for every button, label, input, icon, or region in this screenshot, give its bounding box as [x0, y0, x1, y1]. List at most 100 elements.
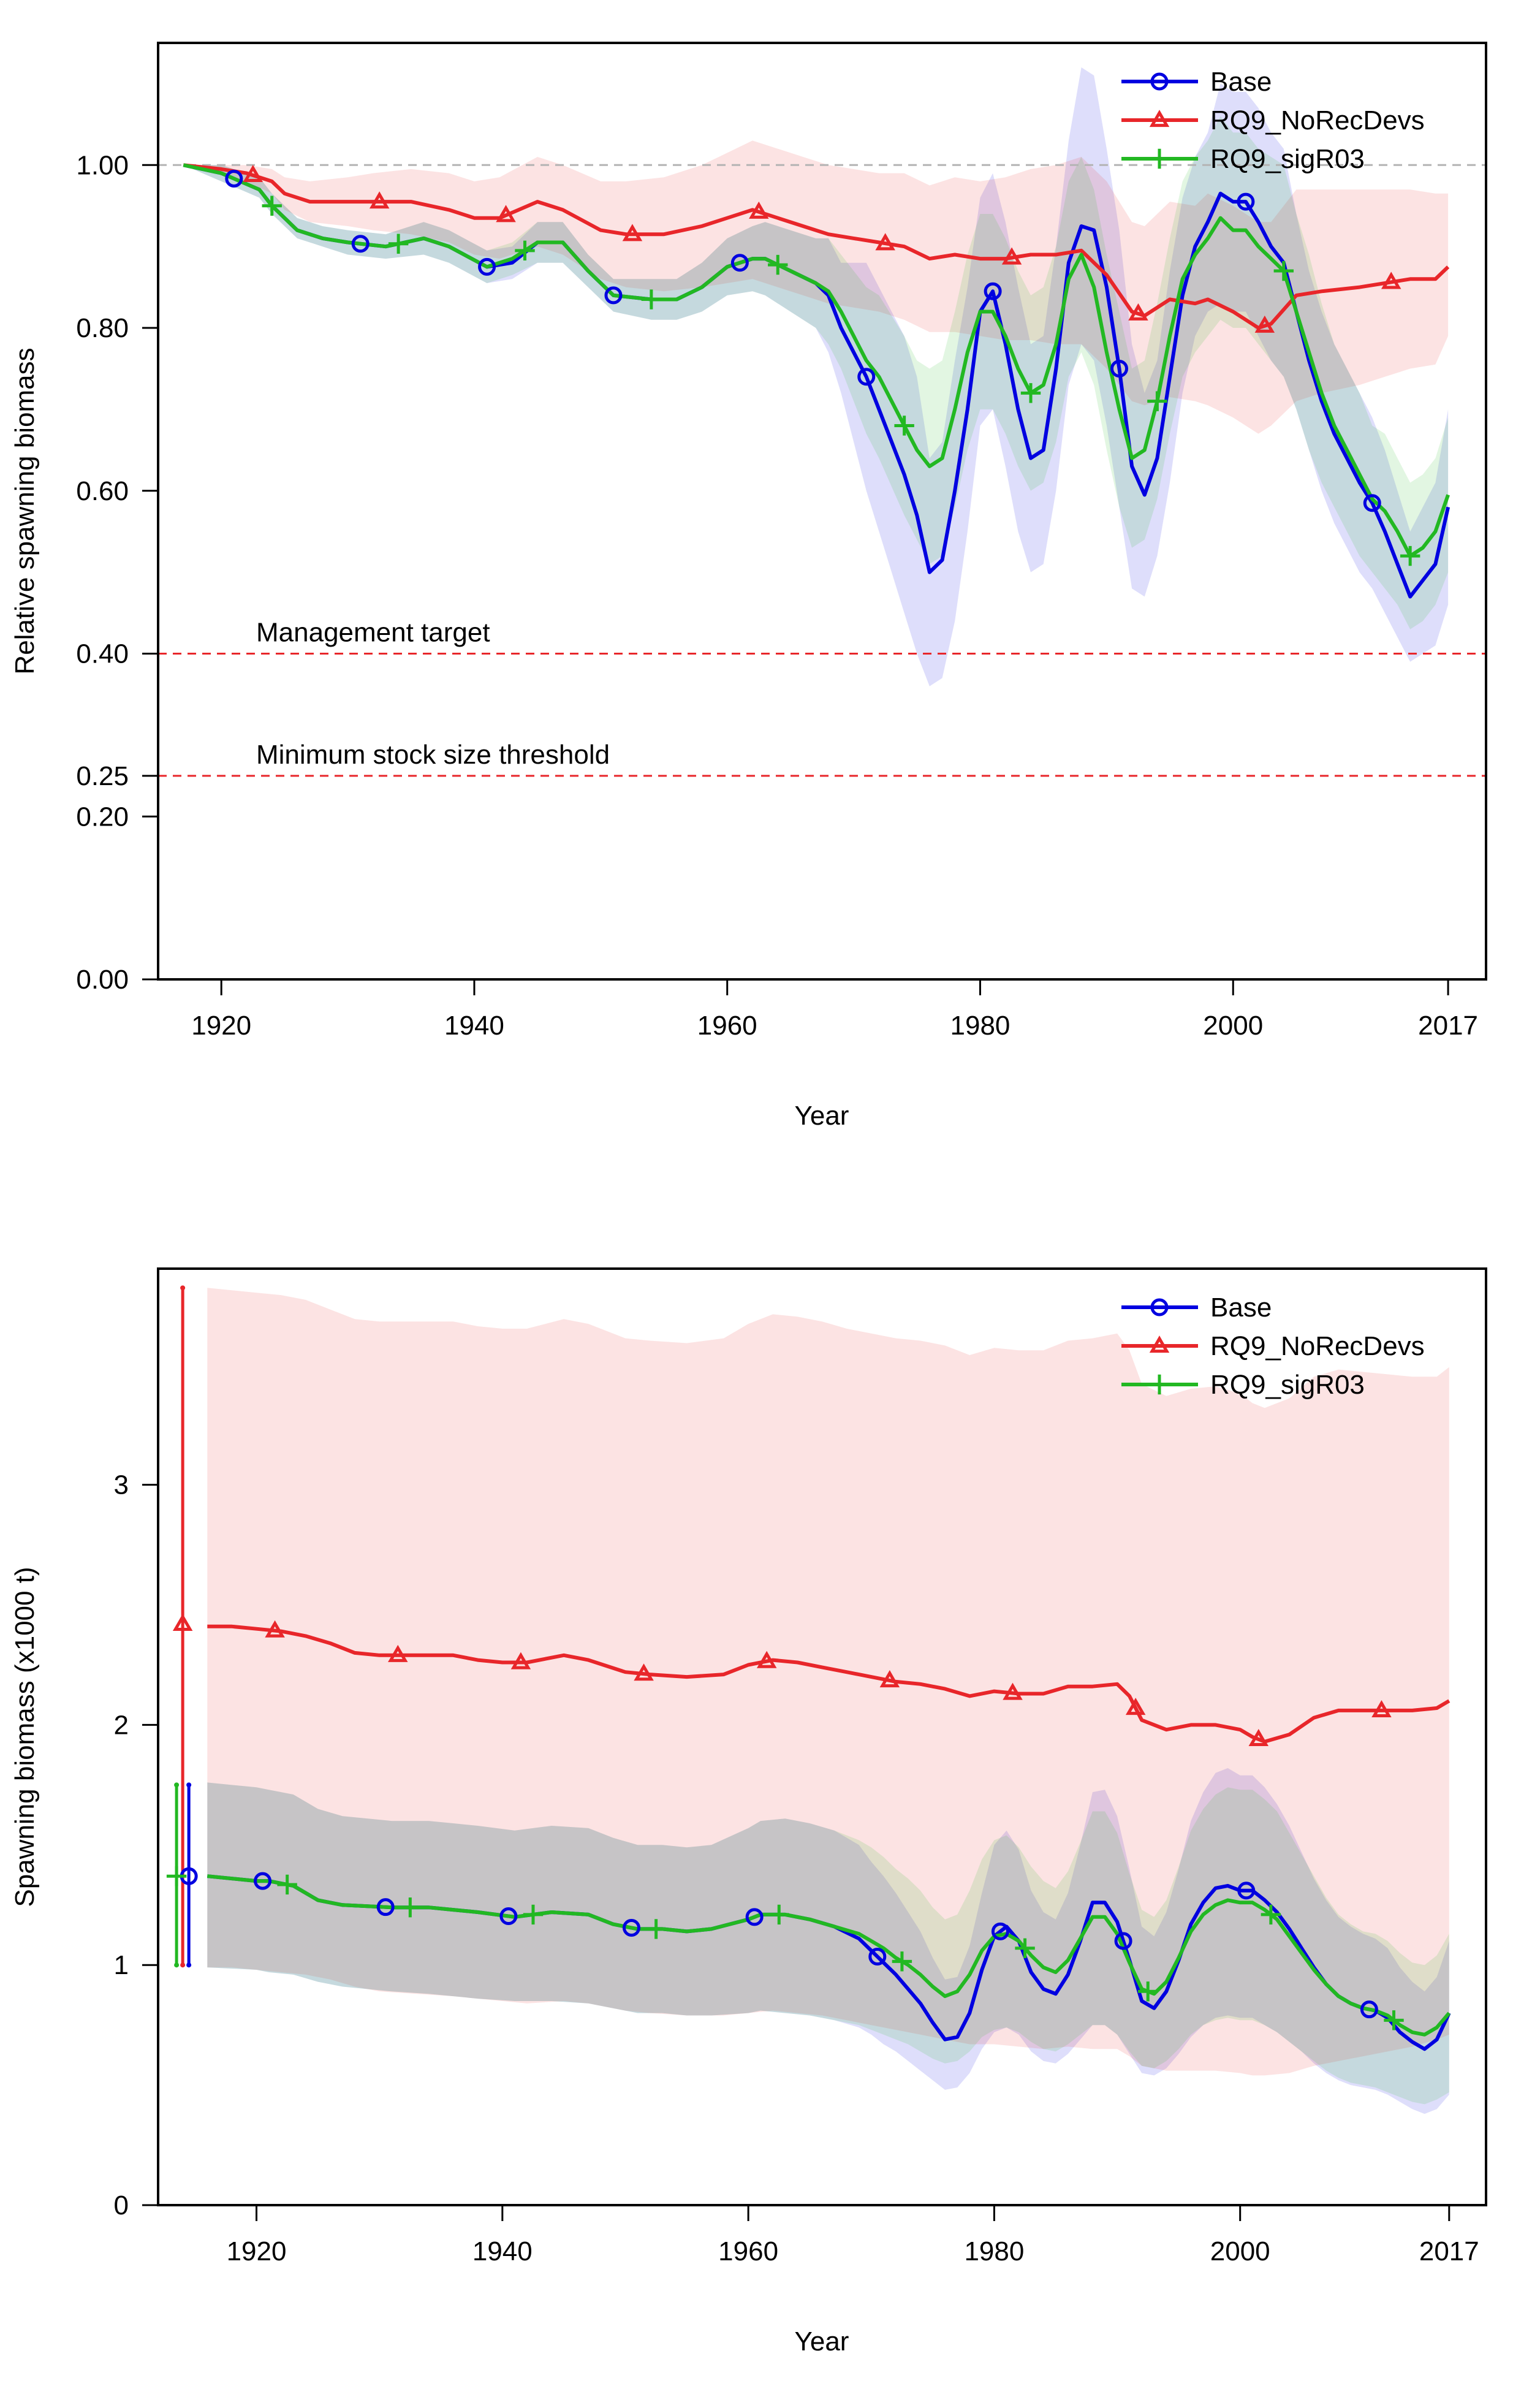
point-base — [868, 1947, 887, 1966]
legend-marker-rq9-norecdevs — [1149, 1335, 1170, 1353]
point-rq9-norecdevs — [1371, 1700, 1392, 1718]
point-base — [604, 286, 623, 305]
point-rq9-norecdevs — [634, 1663, 654, 1681]
band-rq9-norecdevs — [207, 1288, 1449, 2076]
x-tick-label-2000: 2000 — [1203, 1011, 1263, 1041]
legend-label-rq9-norecdevs: RQ9_NoRecDevs — [1210, 105, 1425, 135]
x-tick-label-1920: 1920 — [191, 1011, 251, 1041]
y-tick-label-0: 0 — [114, 2190, 129, 2220]
point-rq9-sigr03 — [523, 1904, 544, 1925]
point-rq9-norecdevs — [1128, 303, 1148, 321]
point-base — [1237, 1882, 1256, 1900]
band-base — [183, 67, 1449, 686]
point-rq9-sigr03 — [1400, 545, 1420, 566]
legend: Base RQ9_NoRecDevs RQ9_sigR03 — [1121, 67, 1425, 174]
point-rq9-sigr03 — [1273, 260, 1294, 281]
point-rq9-sigr03 — [1384, 2010, 1404, 2030]
y-tick-label-0-40: 0.40 — [76, 639, 129, 669]
virgin-errorbar-cap-rq9-norecdevs — [180, 1285, 186, 1291]
x-tick-label-2017: 2017 — [1419, 2236, 1479, 2266]
band-rq9-sigr03 — [207, 1782, 1449, 2105]
x-tick-label-1940: 1940 — [444, 1011, 504, 1041]
point-rq9-sigr03 — [388, 234, 409, 254]
point-rq9-norecdevs — [1254, 315, 1275, 333]
x-tick-label-1920: 1920 — [227, 2236, 287, 2266]
point-rq9-norecdevs — [243, 165, 264, 183]
series-line-rq9-sigr03 — [183, 163, 1450, 558]
point-rq9-norecdevs — [1001, 247, 1022, 265]
legend-marker-rq9-norecdevs — [1149, 110, 1170, 127]
legend-label-base: Base — [1210, 1293, 1272, 1323]
plot-frame — [157, 42, 1487, 981]
point-rq9-sigr03 — [769, 1904, 789, 1925]
legend: Base RQ9_NoRecDevs RQ9_sigR03 — [1121, 1293, 1425, 1400]
point-base — [1110, 359, 1128, 378]
legend-marker-base — [1150, 1298, 1169, 1316]
series-line-rq9-sigr03 — [207, 1874, 1451, 2037]
y-tick-label-0-20: 0.20 — [76, 802, 129, 832]
virgin-errorbar-cap-rq9-sigr03 — [174, 1782, 180, 1788]
point-rq9-norecdevs — [510, 1652, 531, 1669]
point-rq9-sigr03 — [646, 1919, 666, 1939]
point-base — [351, 235, 370, 253]
point-rq9-sigr03 — [1020, 383, 1041, 403]
reference-label-minimum-stock-size-threshold: Minimum stock size threshold — [256, 740, 610, 770]
point-rq9-sigr03 — [400, 1897, 420, 1918]
band-base — [207, 1768, 1449, 2114]
point-base — [376, 1898, 395, 1916]
x-axis-title: Year — [795, 2326, 849, 2357]
virgin-errorbar-cap-rq9-norecdevs — [180, 1962, 186, 1968]
point-rq9-norecdevs — [879, 1670, 900, 1688]
legend-marker-rq9-sigr03 — [1149, 148, 1170, 169]
point-rq9-norecdevs — [496, 205, 516, 222]
point-base — [1114, 1932, 1132, 1950]
point-rq9-norecdevs — [265, 1620, 285, 1638]
y-tick-label-3: 3 — [114, 1470, 129, 1500]
point-rq9-norecdevs — [1248, 1729, 1269, 1747]
point-base — [991, 1922, 1009, 1940]
legend-label-base: Base — [1210, 67, 1272, 97]
point-base — [745, 1908, 764, 1926]
band-rq9-norecdevs — [183, 140, 1449, 434]
point-rq9-sigr03 — [262, 196, 282, 216]
point-rq9-norecdevs — [388, 1644, 408, 1662]
band-rq9-sigr03 — [183, 116, 1449, 629]
point-base — [225, 169, 243, 188]
point-rq9-norecdevs — [1381, 272, 1401, 289]
point-base — [478, 257, 496, 276]
plot-frame — [157, 1267, 1487, 2206]
point-rq9-norecdevs — [756, 1650, 777, 1668]
x-tick-label-1940: 1940 — [472, 2236, 533, 2266]
virgin-errorbar-cap-rq9-sigr03 — [174, 1962, 180, 1968]
legend-marker-rq9-sigr03 — [1149, 1374, 1170, 1395]
point-base — [622, 1918, 640, 1937]
point-base — [1360, 2000, 1378, 2019]
chart-relative-spawning-biomass: Management target Minimum stock size thre… — [10, 42, 1487, 1131]
point-rq9-sigr03 — [1138, 1981, 1158, 2002]
virgin-point-rq9-norecdevs — [172, 1613, 193, 1631]
point-rq9-sigr03 — [641, 289, 662, 310]
point-rq9-norecdevs — [622, 224, 643, 241]
point-rq9-norecdevs — [369, 191, 390, 209]
y-tick-label-0-25: 0.25 — [76, 761, 129, 791]
y-tick-label-0-80: 0.80 — [76, 313, 129, 343]
point-base — [984, 282, 1002, 300]
point-rq9-norecdevs — [875, 233, 895, 251]
point-rq9-sigr03 — [277, 1874, 297, 1895]
point-rq9-sigr03 — [1015, 1938, 1035, 1958]
x-tick-label-1960: 1960 — [718, 2236, 778, 2266]
point-rq9-norecdevs — [1125, 1698, 1146, 1715]
y-axis-title: Relative spawning biomass — [10, 348, 40, 674]
virgin-point-rq9-sigr03 — [166, 1866, 187, 1886]
point-rq9-sigr03 — [768, 254, 788, 275]
point-rq9-norecdevs — [749, 201, 769, 219]
point-base — [1363, 494, 1381, 512]
point-base — [857, 368, 876, 386]
y-tick-label-1-00: 1.00 — [76, 150, 129, 180]
legend-label-rq9-norecdevs: RQ9_NoRecDevs — [1210, 1331, 1425, 1361]
chart-spawning-biomass: 1920 1940 1960 1980 2000 2017 0 1 2 3 Spawning bi… — [10, 1267, 1487, 2357]
legend-marker-base — [1150, 72, 1169, 91]
x-axis-title: Year — [795, 1101, 849, 1131]
point-rq9-sigr03 — [515, 240, 535, 261]
